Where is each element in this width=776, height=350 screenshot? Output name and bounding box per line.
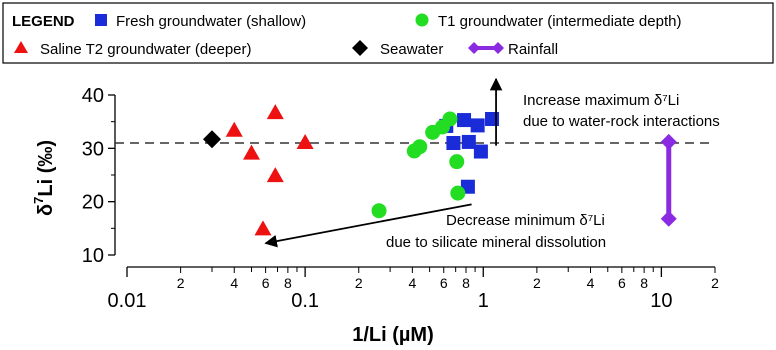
annotation-decrease-line-2: due to silicate mineral dissolution <box>386 234 606 251</box>
annotation-increase-line-2: due to water-rock interactions <box>523 113 720 130</box>
annotation-decrease-line-1: Decrease minimum δ⁷Li <box>446 212 605 229</box>
legend-title: LEGEND <box>12 13 75 30</box>
x-axis-title: 1/Li (µM) <box>352 324 434 346</box>
x-tick-label-minor: 2 <box>533 275 541 291</box>
y-axis-title: δ7Li (‰) <box>31 140 57 216</box>
x-tick-label-minor: 4 <box>230 275 238 291</box>
saline-t2-groundwater-point <box>225 121 243 137</box>
rainfall-point <box>660 133 677 150</box>
x-tick-label-minor: 6 <box>440 275 448 291</box>
fresh-groundwater-point <box>461 134 476 149</box>
x-tick-label-minor: 6 <box>262 275 270 291</box>
x-tick-label-minor: 2 <box>177 275 185 291</box>
legend-entry-seawater: Seawater <box>352 40 443 58</box>
saline-t2-groundwater-point <box>243 144 261 160</box>
x-tick-label-minor: 8 <box>640 275 648 291</box>
saline-t2-groundwater-point <box>266 167 284 183</box>
legend-marker-diamond <box>352 40 368 56</box>
y-tick-label: 40 <box>82 85 104 107</box>
legend-entry-t1: T1 groundwater (intermediate depth) <box>415 13 681 30</box>
saline-t2-groundwater-point <box>266 104 284 120</box>
saline-t2-groundwater-point <box>254 220 272 236</box>
legend-label-rainfall: Rainfall <box>508 41 558 58</box>
x-axis-ticks: 2 4 6 8 2 4 6 8 2 4 6 8 20.01 0.1 1 10 <box>108 267 719 312</box>
legend-label-t1: T1 groundwater (intermediate depth) <box>438 13 681 30</box>
legend-marker-triangle <box>14 41 28 53</box>
legend-marker-diamond-left <box>468 42 480 54</box>
x-tick-label-minor: 8 <box>462 275 470 291</box>
rainfall-point <box>660 210 677 227</box>
x-tick-label-major: 1 <box>478 290 489 312</box>
t1-groundwater-point <box>442 111 458 127</box>
legend-marker-diamond-right <box>492 42 504 54</box>
seawater-point <box>202 130 221 149</box>
x-tick-label-minor: 2 <box>711 275 719 291</box>
legend-marker-circle <box>415 13 429 27</box>
x-tick-label-major: 10 <box>650 290 672 312</box>
x-tick-label-major: 0.01 <box>108 290 147 312</box>
legend: LEGEND Fresh groundwater (shallow) T1 gr… <box>2 2 774 64</box>
legend-entry-t2: Saline T2 groundwater (deeper) <box>14 41 252 58</box>
fresh-groundwater-point <box>457 113 472 128</box>
t1-groundwater-point <box>449 154 465 170</box>
legend-entry-fresh: Fresh groundwater (shallow) <box>95 13 306 30</box>
x-tick-label-major: 0.1 <box>291 290 319 312</box>
x-tick-label-minor: 6 <box>618 275 626 291</box>
y-axis-ticks: 10 20 30 40 <box>82 85 115 267</box>
annotation-decrease-arrow <box>264 203 472 248</box>
x-tick-label-minor: 8 <box>284 275 292 291</box>
saline-t2-groundwater-point <box>296 134 314 149</box>
fresh-groundwater-point <box>470 118 485 133</box>
legend-box <box>2 2 774 64</box>
legend-label-fresh: Fresh groundwater (shallow) <box>116 13 306 30</box>
t1-groundwater-point <box>371 203 387 219</box>
data-points <box>202 104 677 236</box>
legend-entry-rainfall: Rainfall <box>468 41 558 58</box>
t1-groundwater-point <box>412 139 428 155</box>
legend-label-seawater: Seawater <box>380 41 443 58</box>
y-tick-label: 10 <box>82 245 104 267</box>
x-tick-label-minor: 4 <box>587 275 595 291</box>
y-tick-label: 20 <box>82 192 104 214</box>
fresh-groundwater-point <box>446 136 461 150</box>
legend-marker-square <box>95 14 107 26</box>
x-tick-label-minor: 2 <box>355 275 363 291</box>
annotation-decrease: Decrease minimum δ⁷Li due to silicate mi… <box>264 203 606 251</box>
annotation-increase: Increase maximum δ⁷Li due to water-rock … <box>489 77 720 146</box>
y-tick-label: 30 <box>82 138 104 160</box>
t1-groundwater-point <box>450 185 466 201</box>
x-tick-label-minor: 4 <box>408 275 416 291</box>
annotation-increase-line-1: Increase maximum δ⁷Li <box>523 92 679 109</box>
legend-label-t2: Saline T2 groundwater (deeper) <box>40 41 252 58</box>
fresh-groundwater-point <box>473 144 488 159</box>
